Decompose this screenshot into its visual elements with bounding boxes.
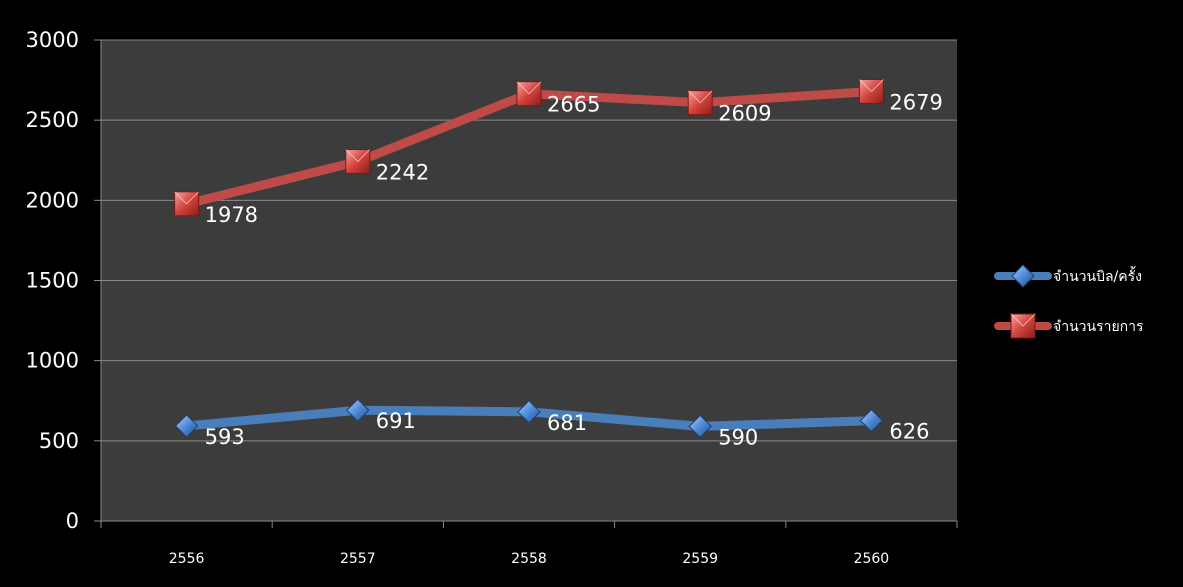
axes: 0 500 1000 1500 2000 2500 3000 2556 2557 2558 2559… <box>26 28 958 567</box>
x-tick-label: 2558 <box>511 551 547 567</box>
data-point-marker <box>688 414 712 439</box>
series-2 <box>174 78 884 217</box>
legend-entry-1: จำนวนบิล/ครั้ง <box>994 264 1142 288</box>
data-label: 626 <box>889 420 929 444</box>
data-label: 691 <box>376 409 416 433</box>
data-point-marker-highlight <box>345 149 371 163</box>
data-point-marker-highlight <box>687 90 713 104</box>
data-label: 2665 <box>547 93 600 117</box>
gridlines <box>101 39 957 442</box>
legend: จำนวนบิล/ครั้งจำนวนรายการ <box>994 264 1144 339</box>
data-point-marker <box>174 414 199 438</box>
data-label: 2679 <box>889 90 942 114</box>
y-tick-label: 500 <box>39 429 79 453</box>
data-point-marker <box>346 398 370 422</box>
series <box>174 78 884 439</box>
data-point-marker <box>517 400 541 424</box>
legend-marker <box>1011 264 1035 288</box>
y-tick-label: 2000 <box>26 188 79 212</box>
y-tick-label: 3000 <box>26 28 79 52</box>
x-tick-label: 2560 <box>854 551 890 567</box>
legend-label: จำนวนรายการ <box>1053 319 1144 335</box>
y-tick-label: 1000 <box>26 349 79 373</box>
y-tick-label: 2500 <box>26 108 79 132</box>
data-labels: 593 691 681 590 626 1978 2242 2665 2609 2679 <box>205 90 943 449</box>
data-point-marker-highlight <box>174 191 199 205</box>
data-point-marker <box>859 408 884 433</box>
y-tick-label: 0 <box>66 509 79 533</box>
data-point-marker-highlight <box>859 79 884 93</box>
data-label: 681 <box>547 411 587 435</box>
legend-entry-2: จำนวนรายการ <box>994 313 1144 339</box>
x-tick-label: 2559 <box>682 551 718 567</box>
data-point-marker-highlight <box>516 81 542 95</box>
data-label: 2242 <box>376 161 429 185</box>
series-1 <box>174 398 884 439</box>
data-label: 590 <box>718 425 758 449</box>
y-tick-label: 1500 <box>26 269 79 293</box>
data-label: 2609 <box>718 102 771 126</box>
data-label: 1978 <box>205 203 258 227</box>
x-tick-label: 2556 <box>169 551 205 567</box>
x-tick-label: 2557 <box>340 551 376 567</box>
data-label: 593 <box>205 425 245 449</box>
legend-marker-highlight <box>1010 313 1036 327</box>
legend-label: จำนวนบิล/ครั้ง <box>1053 266 1142 285</box>
